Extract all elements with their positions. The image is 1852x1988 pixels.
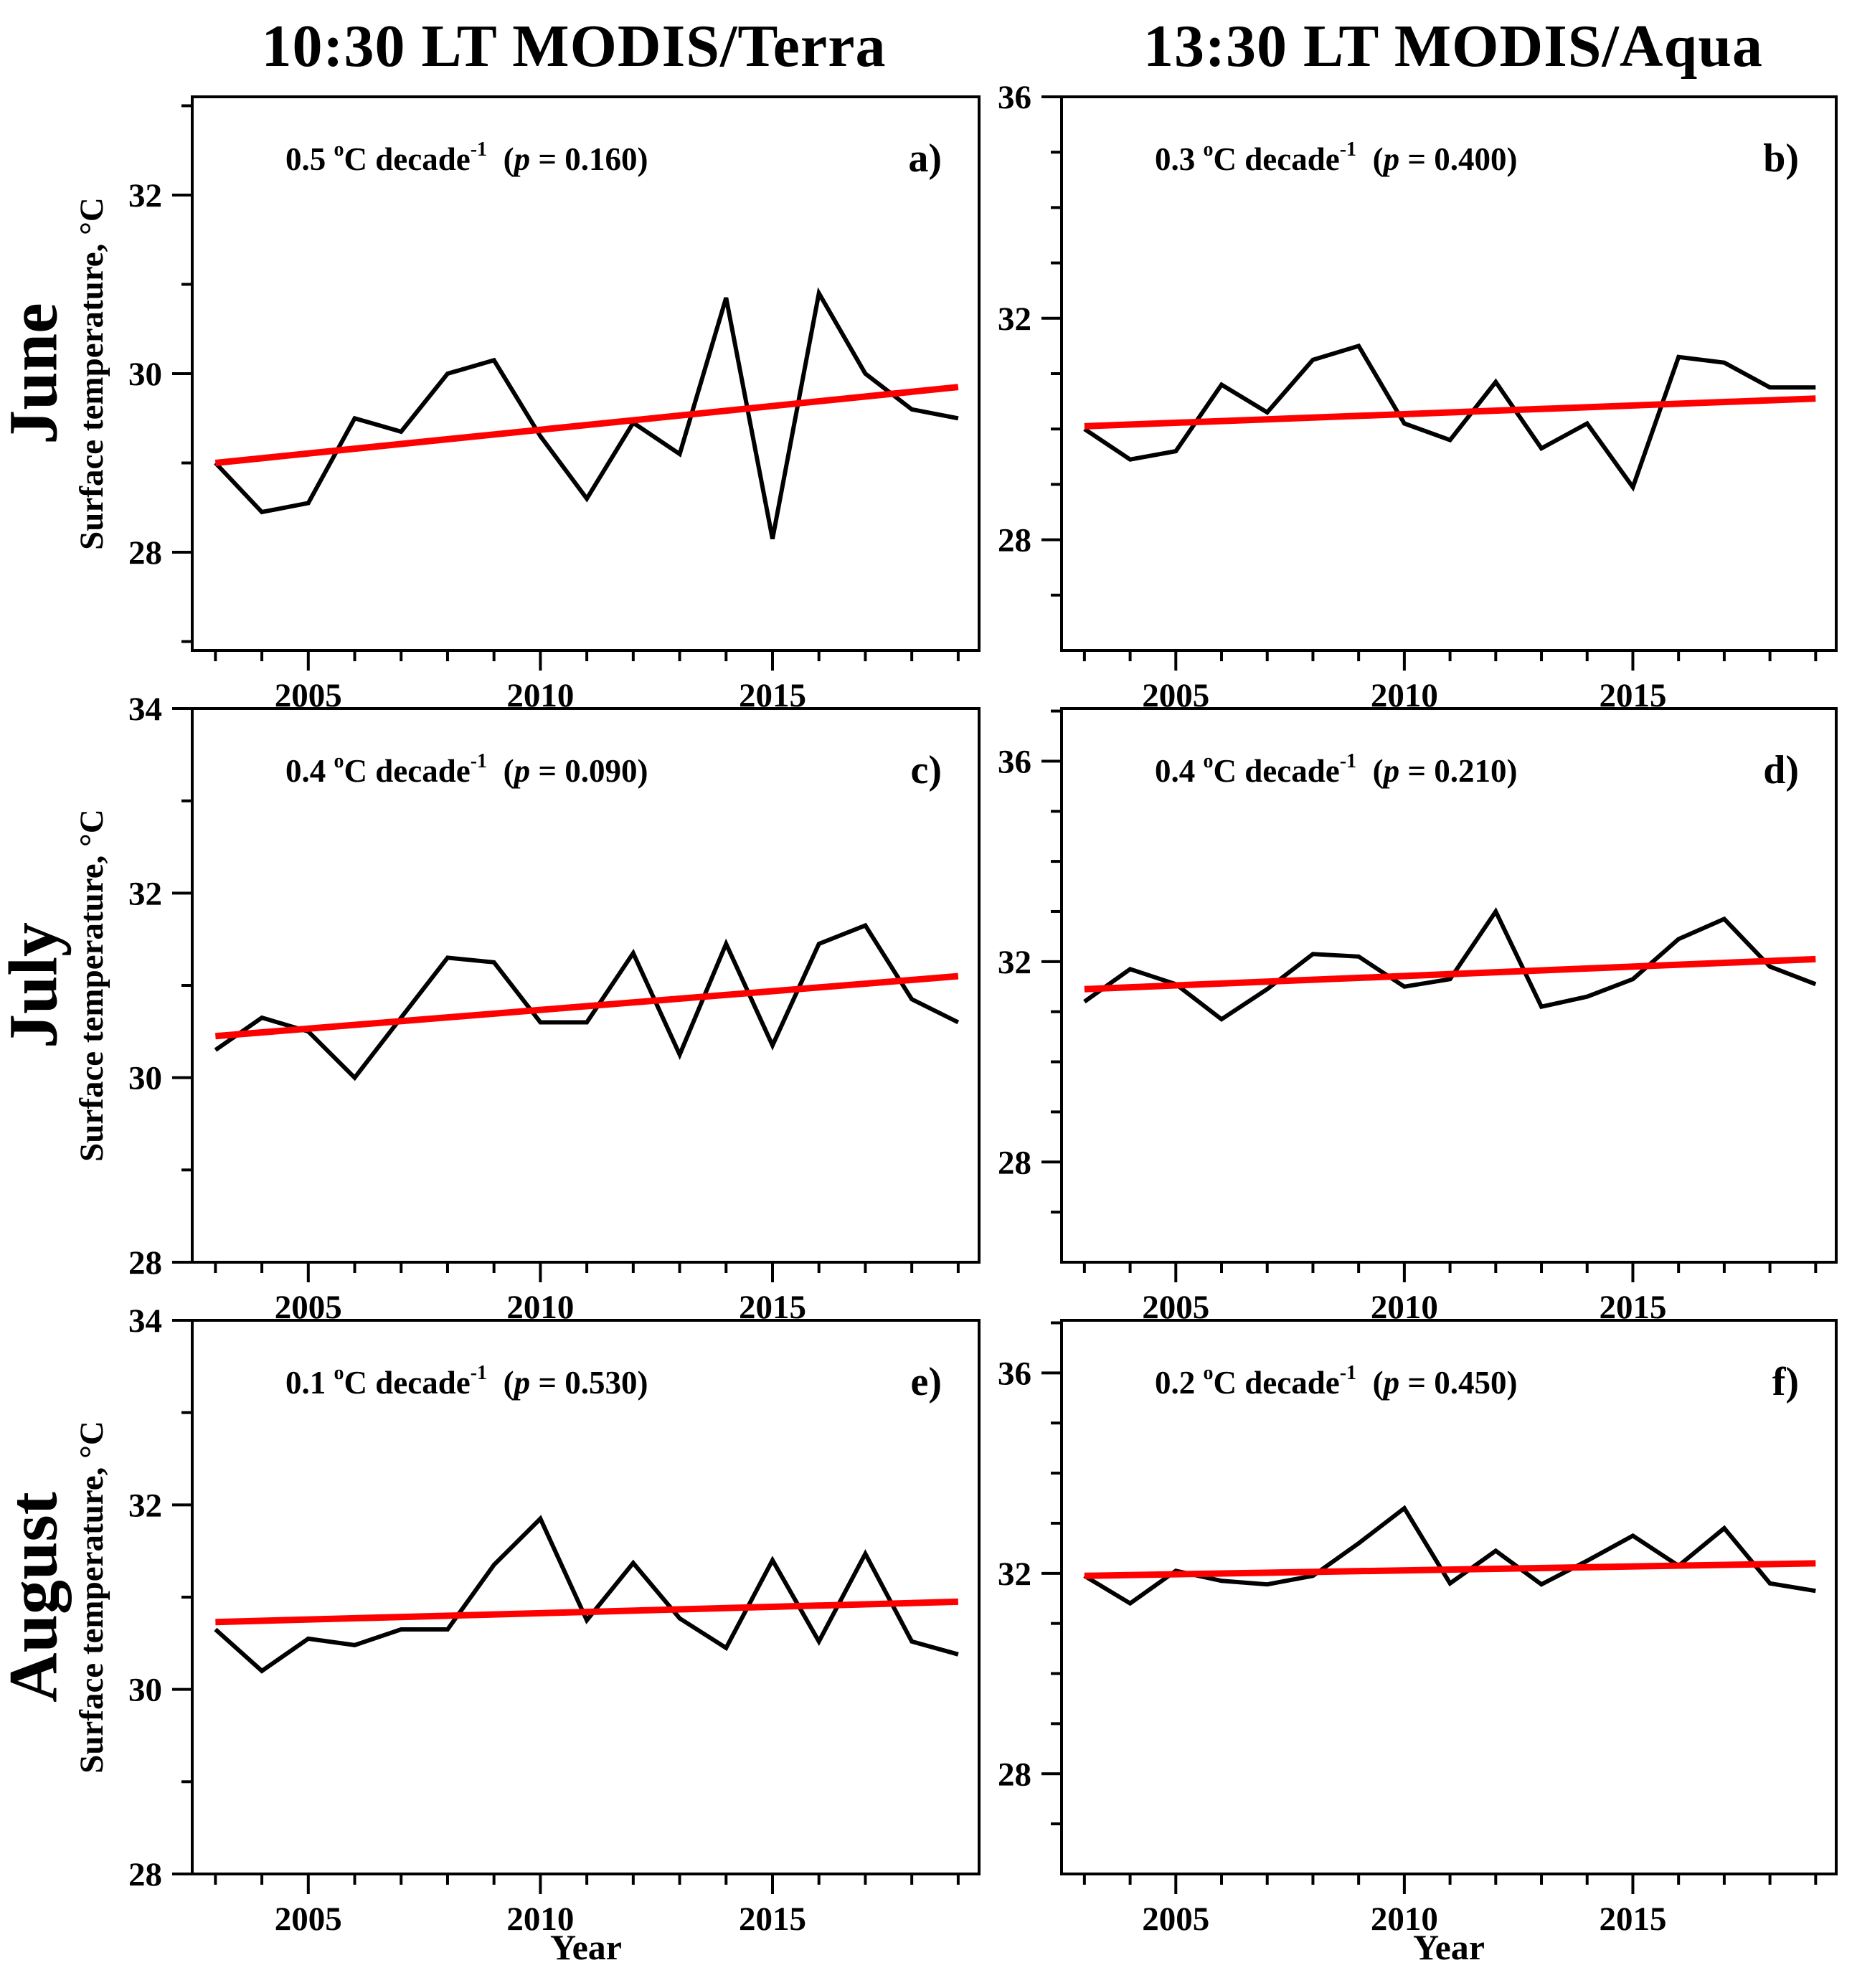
panel-letter: d) xyxy=(1763,748,1799,792)
y-axis-label-july: Surface temperature, °C xyxy=(73,809,110,1162)
plot-box xyxy=(1060,95,1838,652)
y-tick-label: 36 xyxy=(998,1355,1031,1392)
x-tick-label: 2010 xyxy=(1371,1901,1438,1938)
trend-line xyxy=(1084,955,1816,993)
y-tick-label: 28 xyxy=(998,1756,1031,1793)
x-axis-label-left: Year xyxy=(550,1927,622,1967)
x-tick-label: 2005 xyxy=(275,1901,342,1938)
trend-annotation: 0.3 oC decade-1 (p = 0.400) xyxy=(1155,138,1517,177)
trend-annotation: 0.5 oC decade-1 (p = 0.160) xyxy=(285,138,648,177)
y-tick-label: 30 xyxy=(128,1672,162,1709)
row-label-july: July xyxy=(0,922,72,1049)
y-tick-label: 32 xyxy=(998,300,1031,338)
y-tick-label: 28 xyxy=(998,522,1031,559)
column-title-terra: 10:30 LT MODIS/Terra xyxy=(261,13,887,80)
panel-letter: a) xyxy=(908,136,942,181)
temperature-series xyxy=(1083,1505,1816,1606)
y-tick-label: 34 xyxy=(128,1302,162,1340)
trend-line xyxy=(1084,1560,1816,1579)
trend-annotation: 0.4 oC decade-1 (p = 0.210) xyxy=(1155,750,1517,789)
temperature-series xyxy=(1083,907,1817,1022)
panel-letter: e) xyxy=(910,1360,942,1404)
x-tick-label: 2015 xyxy=(1599,1901,1666,1938)
panel-e: 28 30 32 34 2005 2010 2015 0.1 oC decade-1 (p =… xyxy=(128,1302,981,1938)
trend-line xyxy=(1084,395,1816,430)
column-title-aqua: 13:30 LT MODIS/Aqua xyxy=(1143,13,1763,80)
y-tick-label: 28 xyxy=(128,534,162,572)
temperature-series xyxy=(1083,343,1816,492)
trend-line xyxy=(214,384,959,466)
y-tick-label: 32 xyxy=(998,1556,1031,1593)
trend-annotation: 0.2 oC decade-1 (p = 0.450) xyxy=(1155,1362,1517,1401)
trend-annotation: 0.4 oC decade-1 (p = 0.090) xyxy=(285,750,648,789)
y-tick-label: 34 xyxy=(128,691,162,728)
x-tick-label: 2005 xyxy=(1142,1901,1209,1938)
y-axis-label-august: Surface temperature, °C xyxy=(73,1421,110,1774)
y-tick-label: 30 xyxy=(128,356,162,393)
plot-box xyxy=(1060,1319,1838,1875)
panel-letter: f) xyxy=(1772,1360,1799,1404)
temperature-series xyxy=(214,1515,959,1674)
x-tick-label: 2015 xyxy=(739,1901,806,1938)
x-axis-label-right: Year xyxy=(1413,1927,1485,1967)
row-label-june: June xyxy=(0,303,72,445)
panel-letter: c) xyxy=(910,748,942,792)
y-tick-label: 28 xyxy=(998,1144,1031,1181)
y-tick-label: 28 xyxy=(128,1244,162,1282)
y-tick-label: 36 xyxy=(998,79,1031,116)
y-tick-label: 32 xyxy=(128,177,162,214)
trend-line xyxy=(215,1598,958,1626)
y-axis-label-june: Surface temperature, °C xyxy=(73,197,110,550)
temperature-series xyxy=(214,922,960,1081)
trend-annotation: 0.1 oC decade-1 (p = 0.530) xyxy=(285,1362,648,1401)
y-tick-label: 32 xyxy=(998,944,1031,981)
y-tick-label: 36 xyxy=(998,743,1031,780)
panel-letter: b) xyxy=(1763,136,1799,181)
x-tick-label: 2010 xyxy=(506,1901,574,1938)
plot-box xyxy=(191,95,981,652)
y-tick-label: 32 xyxy=(128,1487,162,1524)
y-tick-label: 30 xyxy=(128,1060,162,1097)
plot-box xyxy=(191,1319,981,1875)
y-tick-label: 28 xyxy=(128,1856,162,1893)
trend-line xyxy=(214,972,959,1040)
panel-f: 28 32 36 2005 2010 2015 0.2 oC decade-1 (p = 0… xyxy=(998,1319,1838,1938)
row-label-august: August xyxy=(0,1492,72,1703)
y-tick-label: 32 xyxy=(128,875,162,912)
temperature-series xyxy=(214,287,959,539)
